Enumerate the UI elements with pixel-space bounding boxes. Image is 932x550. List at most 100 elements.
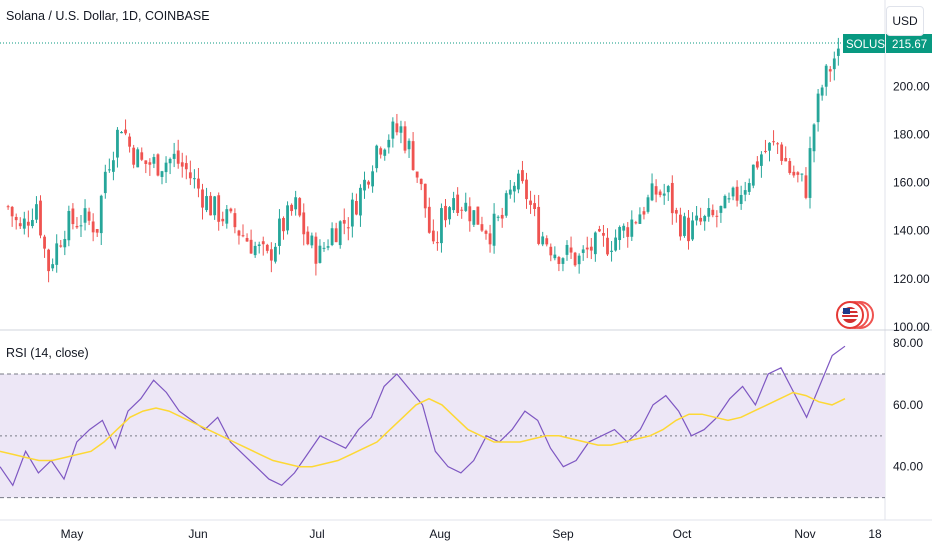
candle-body [35, 204, 38, 220]
candle-body [460, 209, 464, 211]
candle-body [517, 173, 520, 190]
candle-body [188, 172, 192, 179]
candle-body [618, 227, 622, 241]
candle-body [367, 181, 370, 185]
candle-body [772, 141, 775, 143]
candle-body [480, 224, 484, 231]
candle-body [800, 173, 804, 175]
candle-body [128, 136, 131, 147]
candle-body [796, 172, 800, 175]
candle-body [83, 208, 87, 223]
candle-body [160, 171, 164, 177]
candle-body [541, 236, 545, 245]
candle-body [670, 182, 674, 214]
candle-body [47, 249, 50, 272]
candle-body [391, 121, 395, 139]
candle-body [691, 220, 694, 240]
candle-body [731, 187, 735, 197]
candle-body [784, 157, 788, 162]
flag-stripe-icon [842, 317, 858, 319]
candle-body [18, 223, 22, 227]
candle-body [476, 206, 480, 225]
candle-body [383, 149, 387, 156]
candle-body [792, 171, 796, 176]
candle-body [261, 241, 265, 245]
candle-body [735, 186, 739, 201]
candle-body [172, 153, 176, 159]
candle-body [723, 195, 727, 209]
candle-body [593, 232, 597, 255]
candle-body [217, 195, 221, 222]
candle-body [658, 191, 662, 196]
candle-body [743, 190, 747, 195]
candle-body [257, 244, 261, 246]
candle-body [751, 164, 755, 186]
currency-button[interactable]: USD [886, 6, 924, 36]
candle-body [136, 149, 140, 168]
candle-body [780, 144, 784, 161]
candle-body [180, 162, 184, 167]
time-axis-tick-label: Jun [188, 527, 207, 541]
candle-body [577, 255, 581, 265]
candle-body [423, 183, 427, 209]
candle-body [699, 217, 703, 222]
candle-body [144, 160, 148, 164]
candle-body [346, 227, 350, 229]
price-badge-value: 215.67 [892, 39, 927, 51]
time-axis-tick-label: 18 [868, 527, 882, 541]
candle-body [148, 162, 152, 165]
candle-body [719, 205, 723, 213]
candle-body [581, 249, 585, 253]
candle-body [614, 237, 617, 251]
candle-body [55, 243, 59, 265]
candle-body [472, 210, 476, 225]
candle-body [399, 126, 403, 133]
candle-body [387, 139, 391, 148]
candle-body [525, 179, 528, 200]
candle-body [415, 171, 419, 178]
candle-body [634, 222, 638, 224]
candle-body [456, 194, 460, 213]
time-axis-tick-label: May [61, 527, 84, 541]
time-axis-tick-label: Aug [429, 527, 450, 541]
candle-body [626, 227, 630, 237]
candle-body [26, 221, 30, 226]
candle-body [427, 206, 431, 233]
flag-canton-icon [843, 308, 850, 314]
rsi-axis-ticks: 40.00 60.00 80.00 [893, 336, 923, 474]
candle-body [703, 215, 707, 222]
candle-body [776, 143, 779, 145]
candle-body [95, 229, 99, 233]
candle-body [812, 124, 816, 152]
price-axis-tick-label: 200.00 [893, 79, 930, 93]
candle-body [431, 230, 435, 242]
candle-body [229, 208, 233, 212]
candle-body [666, 186, 670, 193]
candle-body [298, 198, 302, 216]
candle-body [403, 126, 407, 151]
candle-body [269, 249, 273, 261]
us-flag-icon[interactable] [836, 301, 874, 329]
candle-body [10, 206, 14, 217]
candle-body [508, 189, 512, 195]
candle-body [440, 208, 443, 244]
candle-body [500, 214, 504, 219]
candle-body [808, 148, 812, 198]
candle-body [326, 246, 330, 248]
candle-body [334, 228, 338, 243]
time-axis-ticks: May Jun Jul Aug Sep Oct Nov 18 [61, 527, 882, 541]
candle-body [674, 210, 678, 214]
candle-body [176, 150, 180, 164]
candle-body [359, 187, 362, 216]
candle-body [99, 195, 103, 234]
price-axis-ticks: 100.00 120.00 140.00 160.00 180.00 200.00 [893, 79, 930, 334]
candle-body [63, 238, 67, 248]
candle-body [832, 58, 836, 70]
candle-body [379, 148, 383, 155]
candle-body [197, 178, 200, 189]
candle-body [820, 87, 824, 96]
candle-body [816, 93, 820, 123]
candle-body [468, 206, 472, 222]
